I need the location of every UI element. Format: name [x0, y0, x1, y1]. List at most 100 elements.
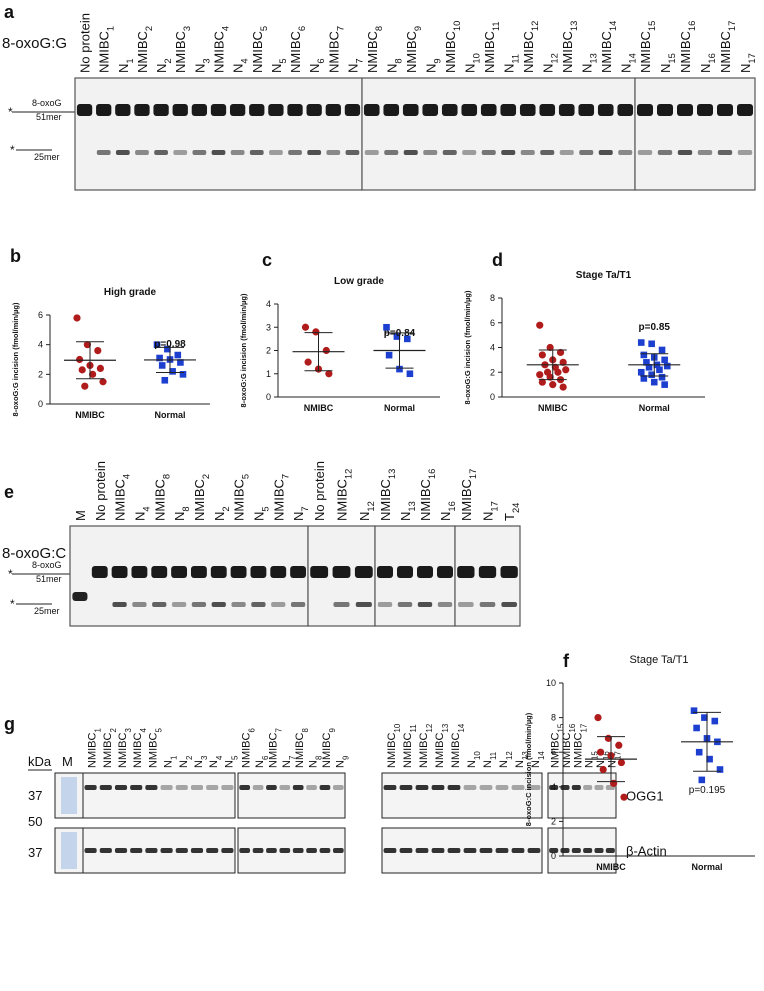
- data-point: [640, 351, 648, 359]
- data-point: [643, 359, 650, 366]
- blot-band: [266, 848, 277, 853]
- gel-band: [637, 104, 653, 116]
- lane-subscript: 2: [184, 756, 193, 760]
- lane-label: NMIBC4: [113, 474, 132, 521]
- data-point: [304, 358, 312, 366]
- lane-label: N5: [223, 755, 239, 768]
- blot-band: [605, 848, 615, 853]
- lane-label: N12: [498, 751, 514, 768]
- gel-band: [417, 566, 433, 578]
- lane-label: NMIBC7: [271, 474, 290, 521]
- gel-band: [211, 602, 226, 607]
- panel-label: g: [4, 714, 15, 734]
- blot-band: [549, 848, 559, 853]
- lane-subscript: 6: [316, 58, 326, 63]
- lane-label: N10: [466, 751, 482, 768]
- lane-label: NMIBC8: [294, 728, 310, 768]
- panel-label: c: [262, 250, 272, 270]
- substrate-size: 51mer: [36, 574, 62, 584]
- data-point: [549, 381, 557, 389]
- blot-band: [383, 848, 397, 853]
- condition-label: 8-oxoG:G: [2, 35, 67, 52]
- lane-subscript: 5: [260, 506, 270, 511]
- lane-name: NMIBC: [241, 733, 253, 769]
- gel-band: [344, 104, 361, 116]
- lane-subscript: 12: [505, 751, 514, 760]
- lane-name: NMIBC: [173, 31, 188, 73]
- data-point: [383, 323, 390, 331]
- blot-panel: [237, 772, 346, 819]
- lane-subscript: 5: [278, 58, 288, 63]
- lane-label: NMIBC4: [132, 728, 148, 768]
- lane-label: NMIBC8: [152, 474, 171, 521]
- lane-subscript: 12: [344, 469, 354, 479]
- lane-label: NMIBC6: [288, 26, 307, 73]
- lane-name: NMIBC: [147, 733, 159, 769]
- lane-label: NMIBC12: [521, 21, 540, 73]
- lane-subscript: 10: [471, 53, 481, 63]
- blot-band: [571, 848, 581, 853]
- gel-band: [617, 104, 634, 116]
- blot-band: [221, 785, 234, 790]
- gel-band: [288, 150, 302, 155]
- lane-name: N: [595, 760, 607, 768]
- lane-label: NMIBC1: [87, 728, 103, 768]
- marker-star: *: [10, 143, 15, 157]
- gel-band: [269, 150, 283, 155]
- gel-band: [500, 566, 518, 578]
- data-point: [690, 707, 698, 714]
- lane-label: N16: [595, 751, 611, 768]
- blot-band: [319, 785, 331, 790]
- y-tick-label: 4: [38, 340, 43, 350]
- lane-label: NMIBC10: [386, 723, 402, 768]
- data-point: [179, 371, 187, 378]
- lane-label: N2: [154, 58, 173, 73]
- gel-band: [578, 104, 595, 116]
- data-point: [99, 378, 107, 386]
- data-point: [73, 314, 81, 322]
- lane-subscript: 11: [409, 724, 418, 733]
- lane-name: NMIBC: [87, 733, 99, 769]
- gel-band: [377, 602, 393, 607]
- gel-band: [677, 104, 693, 116]
- lane-label: NMIBC2: [192, 474, 211, 521]
- lane-label: N3: [193, 755, 209, 768]
- gel-band: [363, 104, 380, 116]
- lane-label: N4: [208, 755, 224, 768]
- lane-name: N: [481, 512, 496, 521]
- kda-value: 37: [28, 845, 42, 860]
- lane-subscript: 16: [427, 469, 437, 479]
- x-tick-label: Normal: [691, 862, 722, 872]
- lane-label: N15: [584, 751, 600, 768]
- marker-label: M: [62, 754, 73, 769]
- y-tick-label: 8: [551, 713, 556, 723]
- data-point: [81, 382, 89, 390]
- blot-band: [594, 785, 604, 790]
- data-point: [325, 370, 333, 378]
- blot-band: [399, 785, 413, 790]
- lane-name: No protein: [78, 13, 93, 73]
- lane-name: NMIBC: [132, 733, 144, 769]
- gel-band: [717, 104, 733, 116]
- lane-subscript: 11: [489, 751, 498, 760]
- lane-name: NMIBC: [418, 479, 433, 521]
- gel-band: [326, 150, 341, 155]
- lane-label: N12: [357, 501, 376, 521]
- data-point: [562, 366, 570, 374]
- lane-name: NMIBC: [572, 733, 584, 769]
- lane-label: N2: [212, 506, 231, 521]
- lane-subscript: 14: [537, 751, 546, 760]
- lane-name: N: [482, 760, 494, 768]
- gel-band: [457, 566, 475, 578]
- gel-band: [519, 104, 536, 116]
- blot-band: [549, 785, 559, 790]
- lane-subscript: 8: [393, 58, 403, 63]
- gel-band: [115, 150, 130, 155]
- lane-label: NMIBC7: [267, 728, 283, 768]
- lane-label: N11: [501, 54, 520, 73]
- data-point: [693, 724, 700, 732]
- gel-band: [210, 104, 227, 116]
- lane-name: NMIBC: [97, 31, 112, 73]
- gel-band: [540, 150, 555, 155]
- lane-subscript: 14: [627, 53, 637, 63]
